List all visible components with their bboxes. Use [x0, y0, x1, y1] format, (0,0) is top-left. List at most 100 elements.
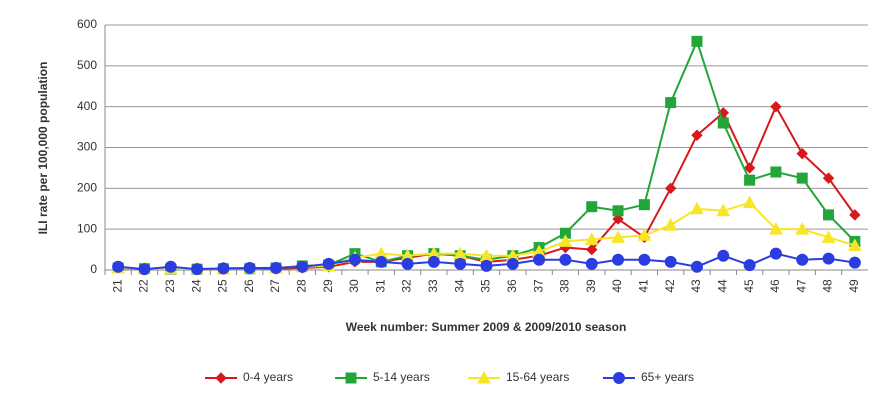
legend-marker: [215, 372, 227, 384]
data-point: [822, 252, 835, 265]
data-point: [612, 253, 625, 266]
x-tick-label: 36: [505, 279, 519, 293]
data-point: [558, 234, 573, 247]
x-tick-label: 49: [847, 279, 861, 293]
data-point: [611, 230, 625, 243]
data-point: [770, 100, 782, 113]
x-tick-label: 22: [137, 279, 151, 293]
x-tick-label: 23: [163, 279, 177, 293]
data-point: [191, 263, 204, 276]
x-tick-label: 39: [584, 279, 598, 293]
data-point: [638, 199, 650, 211]
x-tick-label: 27: [268, 279, 282, 293]
data-point: [848, 238, 862, 251]
legend-label: 0-4 years: [243, 370, 293, 384]
data-point: [454, 257, 467, 270]
x-tick-label: 28: [294, 279, 308, 293]
y-tick-label: 400: [77, 99, 97, 113]
data-point: [743, 162, 756, 174]
x-tick-label: 29: [321, 279, 335, 293]
data-point: [164, 260, 177, 273]
data-point: [691, 35, 703, 47]
data-point: [770, 166, 782, 178]
data-point: [217, 262, 230, 275]
data-point: [742, 195, 757, 209]
data-point: [690, 201, 704, 215]
data-point: [663, 218, 678, 231]
x-tick-label: 21: [110, 279, 124, 293]
data-point: [427, 255, 440, 268]
data-point: [533, 253, 546, 266]
data-point: [795, 222, 810, 235]
x-tick-label: 32: [400, 279, 414, 293]
data-point: [716, 203, 731, 217]
y-axis-title: ILI rate per 100,000 population: [36, 62, 50, 235]
data-point: [796, 172, 808, 184]
data-point: [586, 243, 598, 256]
x-tick-label: 37: [531, 279, 545, 293]
data-point: [665, 97, 677, 109]
data-point: [743, 259, 756, 272]
data-point: [138, 263, 151, 276]
x-tick-label: 26: [242, 279, 256, 293]
data-point: [612, 205, 624, 217]
data-point: [849, 209, 861, 221]
legend-label: 15-64 years: [506, 370, 569, 384]
data-point: [664, 255, 677, 268]
data-point: [480, 259, 493, 272]
data-point: [822, 172, 835, 184]
data-point: [348, 253, 361, 266]
x-tick-label: 46: [768, 279, 782, 293]
data-point: [796, 147, 808, 160]
data-point: [322, 257, 335, 270]
data-point: [821, 230, 836, 243]
y-tick-label: 100: [77, 221, 97, 235]
data-point: [796, 253, 809, 266]
data-point: [638, 253, 651, 266]
x-tick-label: 47: [794, 279, 808, 293]
data-point: [769, 222, 783, 235]
data-point: [690, 260, 703, 273]
legend-marker: [477, 370, 491, 384]
x-tick-label: 33: [426, 279, 440, 293]
x-tick-label: 45: [742, 279, 756, 293]
data-point: [612, 213, 624, 225]
legend-label: 65+ years: [641, 370, 694, 384]
x-tick-label: 41: [637, 279, 651, 293]
data-point: [664, 182, 677, 195]
data-point: [270, 261, 283, 274]
x-tick-label: 24: [189, 279, 203, 293]
data-point: [585, 257, 598, 270]
x-tick-label: 34: [452, 279, 466, 293]
x-tick-label: 31: [373, 279, 387, 293]
legend-marker: [613, 372, 625, 384]
data-point: [375, 255, 388, 268]
y-tick-label: 600: [77, 17, 97, 31]
x-tick-label: 40: [610, 279, 624, 293]
data-point: [769, 247, 782, 260]
x-tick-label: 44: [715, 279, 729, 293]
x-tick-label: 43: [689, 279, 703, 293]
data-point: [243, 261, 256, 274]
y-tick-label: 500: [77, 58, 97, 72]
data-point: [401, 257, 414, 270]
data-point: [717, 249, 730, 262]
x-tick-label: 30: [347, 279, 361, 293]
legend-marker: [345, 372, 357, 384]
data-point: [691, 129, 703, 141]
data-point: [848, 256, 861, 269]
data-point: [559, 253, 572, 266]
y-tick-label: 300: [77, 140, 97, 154]
y-tick-label: 0: [90, 262, 97, 276]
data-point: [112, 260, 125, 273]
data-point: [744, 174, 756, 186]
data-point: [584, 232, 599, 245]
x-tick-label: 35: [479, 279, 493, 293]
x-tick-label: 42: [663, 279, 677, 293]
data-point: [637, 228, 652, 241]
x-tick-label: 25: [216, 279, 230, 293]
data-point: [717, 117, 729, 129]
data-point: [586, 201, 598, 213]
x-tick-label: 38: [558, 279, 572, 293]
